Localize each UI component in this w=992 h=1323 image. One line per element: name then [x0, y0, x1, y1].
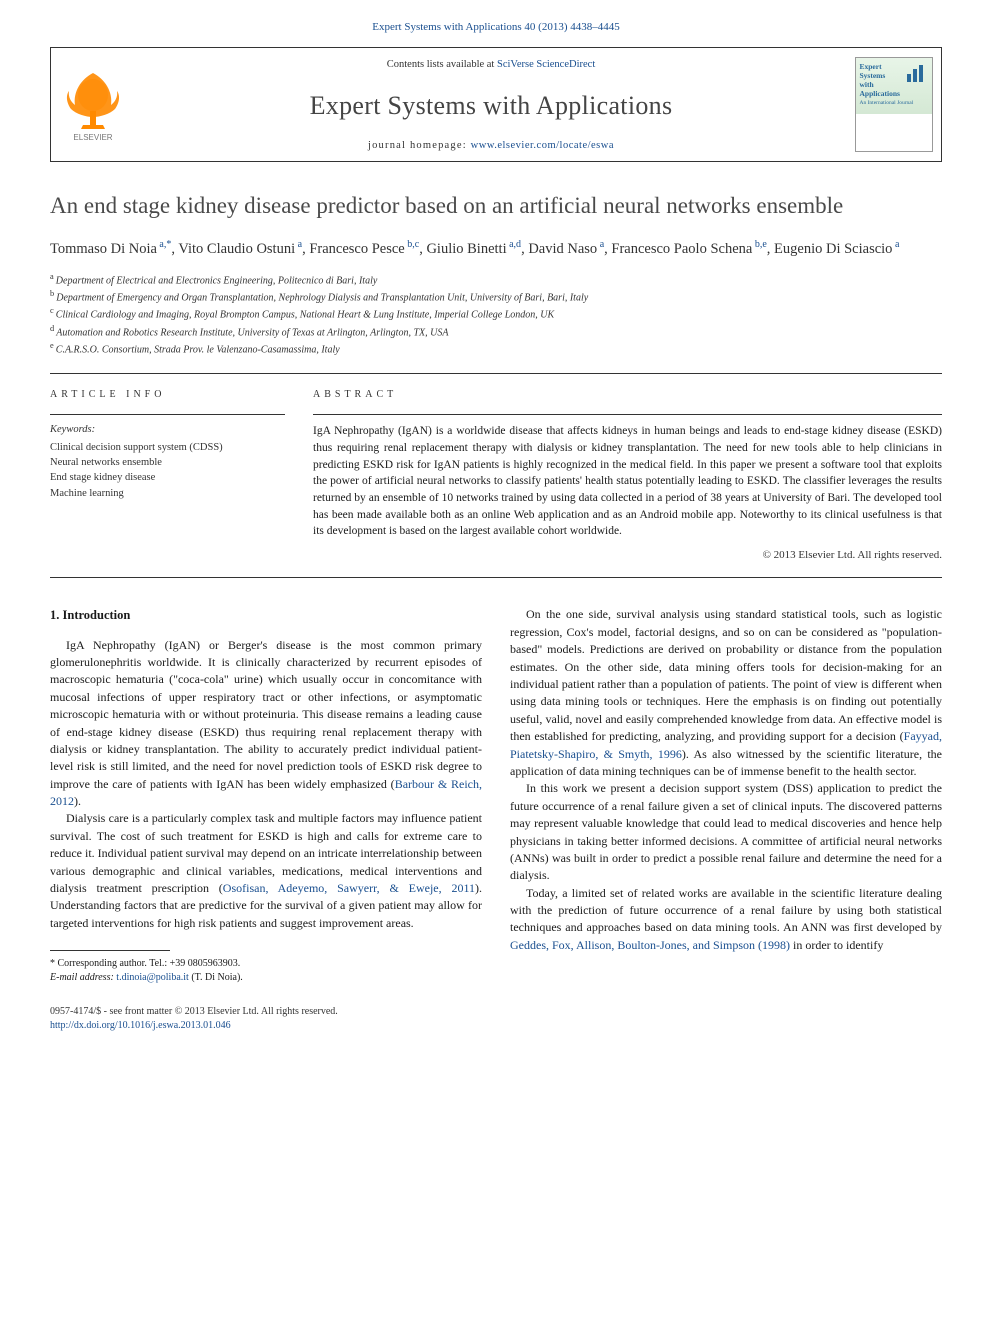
journal-name: Expert Systems with Applications	[156, 88, 826, 124]
author-affil-marker: a	[597, 239, 604, 250]
homepage-line: journal homepage: www.elsevier.com/locat…	[156, 139, 826, 154]
info-abstract-row: ARTICLE INFO Keywords: Clinical decision…	[50, 388, 942, 563]
journal-cover-container: Expert Systems with Applications An Inte…	[846, 48, 941, 161]
affiliation-line: a Department of Electrical and Electroni…	[50, 271, 942, 288]
keyword-item: Machine learning	[50, 486, 285, 501]
cover-line4: Applications	[860, 89, 900, 98]
author-name: Francesco Paolo Schena	[611, 241, 752, 257]
svg-text:ELSEVIER: ELSEVIER	[73, 133, 112, 142]
author-name: Vito Claudio Ostuni	[178, 241, 295, 257]
contents-line: Contents lists available at SciVerse Sci…	[156, 58, 826, 73]
abstract-column: ABSTRACT IgA Nephropathy (IgAN) is a wor…	[313, 388, 942, 563]
homepage-link[interactable]: www.elsevier.com/locate/eswa	[471, 140, 614, 151]
cover-line3: with	[860, 80, 874, 89]
author-affil-marker: a,d	[507, 239, 521, 250]
author-affil-marker: b,c	[405, 239, 419, 250]
keyword-item: End stage kidney disease	[50, 470, 285, 485]
sciencedirect-link[interactable]: SciVerse ScienceDirect	[497, 59, 595, 70]
doi-link[interactable]: http://dx.doi.org/10.1016/j.eswa.2013.01…	[50, 1020, 231, 1031]
affiliation-line: c Clinical Cardiology and Imaging, Royal…	[50, 305, 942, 322]
cover-line1: Expert	[860, 62, 882, 71]
homepage-prefix: journal homepage:	[368, 140, 471, 151]
contents-prefix: Contents lists available at	[387, 59, 497, 70]
info-divider	[50, 414, 285, 415]
body-column-right: On the one side, survival analysis using…	[510, 606, 942, 985]
corresponding-author-note: * Corresponding author. Tel.: +39 080596…	[50, 957, 482, 971]
affiliation-marker: c	[50, 306, 56, 315]
author-affil-marker: a	[892, 239, 899, 250]
author-name: Francesco Pesce	[309, 241, 404, 257]
email-line: E-mail address: t.dinoia@poliba.it (T. D…	[50, 971, 482, 985]
affiliations-block: a Department of Electrical and Electroni…	[50, 271, 942, 358]
affiliation-marker: d	[50, 324, 56, 333]
abstract-divider	[313, 414, 942, 415]
elsevier-tree-icon: ELSEVIER	[61, 67, 126, 142]
article-title: An end stage kidney disease predictor ba…	[50, 192, 942, 221]
affiliation-line: d Automation and Robotics Research Insti…	[50, 323, 942, 340]
keywords-label: Keywords:	[50, 423, 285, 438]
article-info-label: ARTICLE INFO	[50, 388, 285, 402]
article-info-column: ARTICLE INFO Keywords: Clinical decision…	[50, 388, 285, 563]
issn-line: 0957-4174/$ - see front matter © 2013 El…	[50, 1005, 942, 1019]
footnote-divider	[50, 950, 170, 951]
body-column-left: 1. Introduction IgA Nephropathy (IgAN) o…	[50, 606, 482, 985]
journal-cover-icon: Expert Systems with Applications An Inte…	[855, 57, 933, 152]
author-name: Giulio Binetti	[426, 241, 506, 257]
affiliation-marker: e	[50, 341, 56, 350]
abstract-label: ABSTRACT	[313, 388, 942, 402]
author-affil-marker: a,*	[157, 239, 171, 250]
intro-paragraph-1: IgA Nephropathy (IgAN) or Berger's disea…	[50, 637, 482, 811]
page-footer: 0957-4174/$ - see front matter © 2013 El…	[50, 1005, 942, 1033]
author-name: Eugenio Di Sciascio	[774, 241, 892, 257]
intro-paragraph-4: In this work we present a decision suppo…	[510, 780, 942, 884]
cover-chart-icon	[906, 64, 926, 82]
keywords-list: Clinical decision support system (CDSS)N…	[50, 440, 285, 501]
section-1-heading: 1. Introduction	[50, 606, 482, 624]
affiliation-line: e C.A.R.S.O. Consortium, Strada Prov. le…	[50, 340, 942, 357]
divider	[50, 373, 942, 374]
header-center: Contents lists available at SciVerse Sci…	[136, 48, 846, 161]
intro-paragraph-3: On the one side, survival analysis using…	[510, 606, 942, 780]
footnotes: * Corresponding author. Tel.: +39 080596…	[50, 957, 482, 985]
ref-osofisan[interactable]: Osofisan, Adeyemo, Sawyerr, & Eweje, 201…	[223, 881, 475, 895]
author-email-link[interactable]: t.dinoia@poliba.it	[116, 972, 189, 983]
cover-line2: Systems	[860, 71, 886, 80]
author-affil-marker: b,e	[752, 239, 766, 250]
intro-paragraph-5: Today, a limited set of related works ar…	[510, 885, 942, 955]
cover-subtitle: An International Journal	[860, 100, 928, 108]
keyword-item: Clinical decision support system (CDSS)	[50, 440, 285, 455]
abstract-text: IgA Nephropathy (IgAN) is a worldwide di…	[313, 423, 942, 540]
affiliation-marker: b	[50, 289, 56, 298]
body-columns: 1. Introduction IgA Nephropathy (IgAN) o…	[50, 606, 942, 985]
affiliation-line: b Department of Emergency and Organ Tran…	[50, 288, 942, 305]
affiliation-marker: a	[50, 272, 56, 281]
journal-header-box: ELSEVIER Contents lists available at Sci…	[50, 47, 942, 162]
author-affil-marker: a	[295, 239, 302, 250]
keyword-item: Neural networks ensemble	[50, 455, 285, 470]
authors-line: Tommaso Di Noia a,*, Vito Claudio Ostuni…	[50, 237, 942, 261]
intro-paragraph-2: Dialysis care is a particularly complex …	[50, 810, 482, 932]
divider-bottom	[50, 577, 942, 578]
abstract-copyright: © 2013 Elsevier Ltd. All rights reserved…	[313, 548, 942, 563]
elsevier-logo-container: ELSEVIER	[51, 48, 136, 161]
author-name: David Naso	[528, 241, 597, 257]
ref-geddes[interactable]: Geddes, Fox, Allison, Boulton-Jones, and…	[510, 938, 790, 952]
author-name: Tommaso Di Noia	[50, 241, 157, 257]
citation-header: Expert Systems with Applications 40 (201…	[50, 20, 942, 35]
